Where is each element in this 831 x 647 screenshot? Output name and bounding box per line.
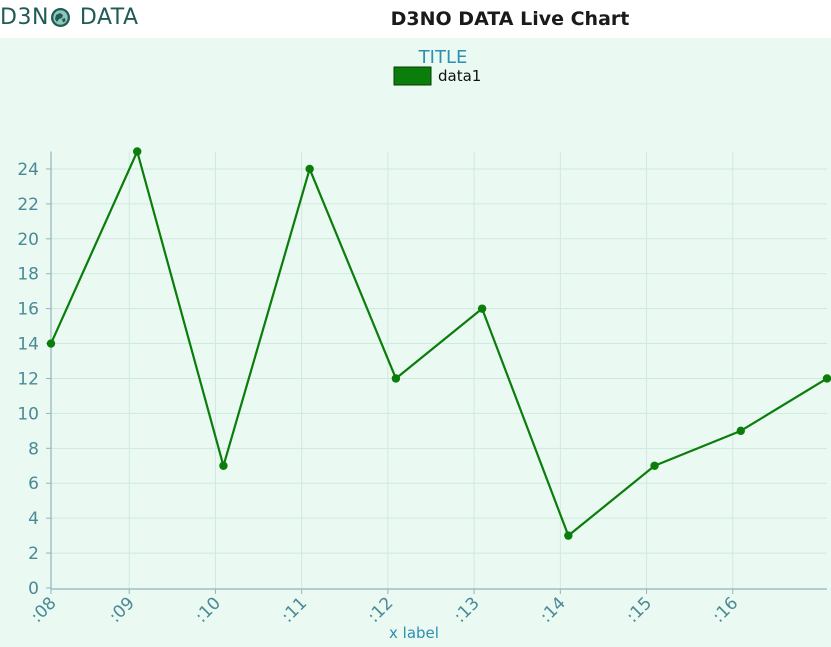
plot-background: [0, 38, 831, 647]
y-tick-label: 8: [28, 439, 39, 459]
line-chart: 0 2 4 6 8 10 12 14 16 18 20 22 24:08:09:10:11:12:13:…: [0, 38, 831, 647]
y-tick-label: 2: [28, 544, 39, 564]
y-tick-label: 0: [28, 579, 39, 599]
data-point: [477, 304, 487, 313]
y-tick-label: 12: [17, 369, 39, 389]
x-axis-label: x label: [389, 624, 439, 642]
data-point: [219, 461, 228, 470]
series-line: [49, 150, 828, 537]
chart-title: TITLE: [418, 47, 468, 68]
data-point: [650, 461, 659, 470]
data-point: [305, 164, 314, 174]
y-tick-label: 22: [17, 195, 39, 215]
y-tick-label: 16: [17, 300, 39, 320]
y-tick-label: 24: [17, 160, 39, 180]
y-tick-label: 4: [28, 509, 39, 529]
header: D3N DATA D3NO DATA Live Chart: [0, 0, 831, 38]
y-tick-label: 14: [17, 335, 39, 355]
y-tick-label: 18: [17, 265, 39, 285]
logo-text-left: D3N: [0, 4, 49, 30]
y-tick-label: 10: [17, 404, 39, 424]
y-tick-label: 6: [28, 474, 39, 494]
data-point: [822, 374, 831, 383]
y-tick-label: 20: [17, 230, 39, 250]
data-point: [564, 531, 573, 540]
data-point: [46, 339, 56, 348]
legend-label: data1: [438, 67, 481, 85]
data-point: [391, 374, 401, 383]
data-point: [133, 147, 142, 156]
logo-text-right: DATA: [79, 4, 139, 30]
chart-canvas: 024681012141618202224:08:09:10:11:12:13:…: [0, 38, 831, 647]
data-point: [736, 426, 745, 436]
globe-icon: [50, 7, 70, 27]
logo: D3N DATA: [0, 3, 139, 31]
legend-swatch: [393, 66, 432, 86]
page-title: D3NO DATA Live Chart: [390, 8, 630, 30]
